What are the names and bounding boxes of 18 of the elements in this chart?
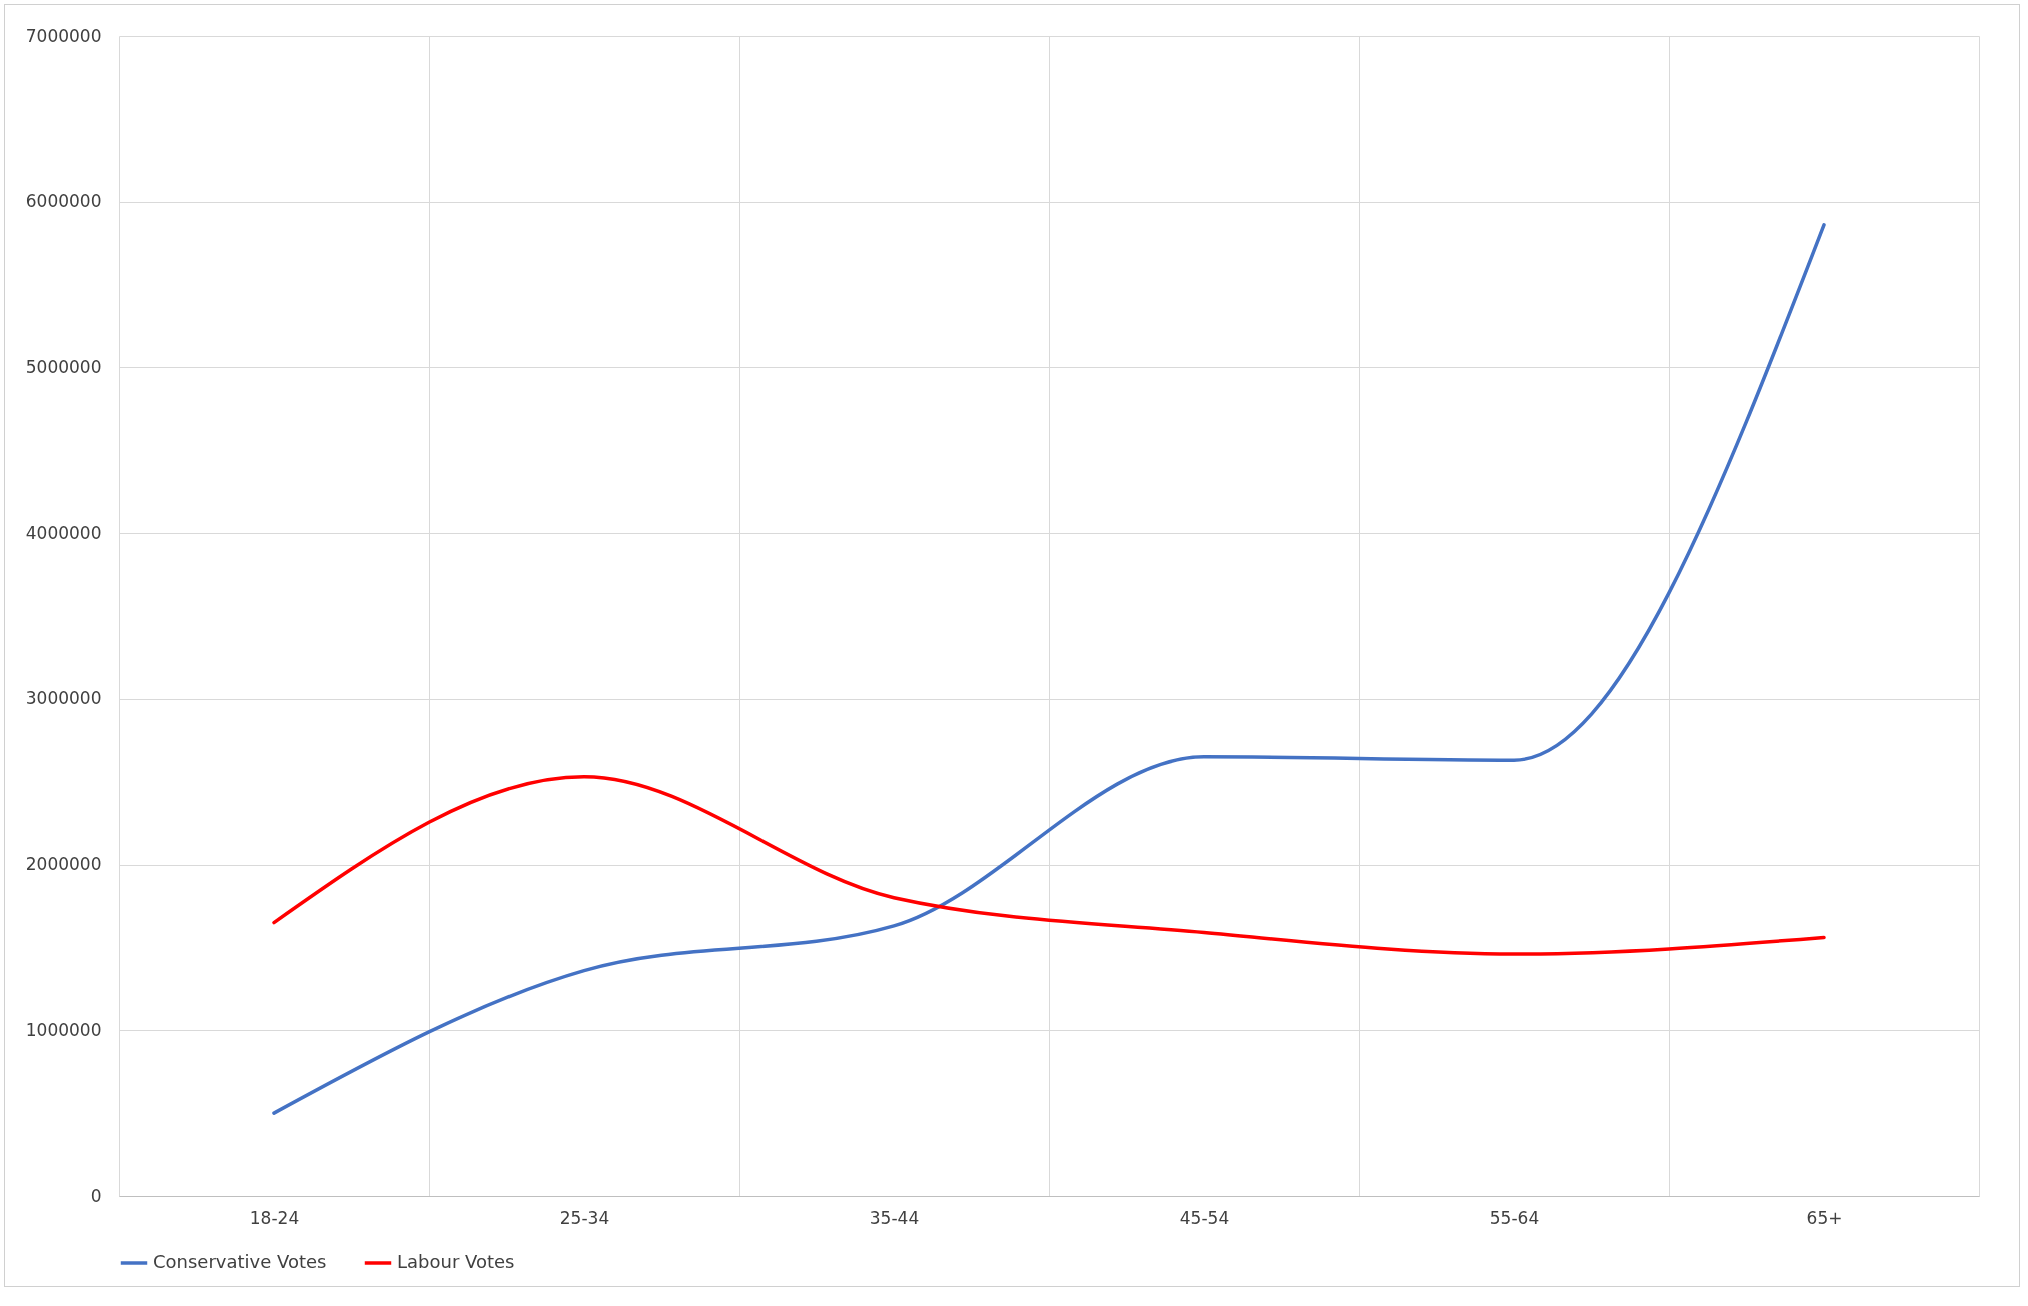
y-tick-label: 6000000	[25, 191, 102, 212]
y-tick-label: 1000000	[25, 1019, 102, 1040]
y-tick-label: 3000000	[25, 688, 102, 709]
x-tick-label: 18-24	[249, 1207, 300, 1228]
line-series	[272, 774, 1826, 956]
line-series	[272, 223, 1826, 1115]
x-tick-label: 25-34	[559, 1207, 610, 1228]
x-tick-label: 55-64	[1489, 1207, 1540, 1228]
x-tick-label: 35-44	[869, 1207, 920, 1228]
y-tick-label: 5000000	[25, 356, 102, 377]
y-tick-label: 4000000	[25, 522, 102, 543]
y-tick-label: 2000000	[25, 854, 102, 875]
y-tick-label: 0	[90, 1185, 102, 1206]
legend-label: Conservative Votes	[153, 1251, 327, 1272]
y-tick-label: 7000000	[25, 25, 102, 46]
legend-label: Labour Votes	[397, 1251, 515, 1272]
x-tick-label: 65+	[1806, 1207, 1843, 1228]
x-tick-label: 45-54	[1179, 1207, 1230, 1228]
